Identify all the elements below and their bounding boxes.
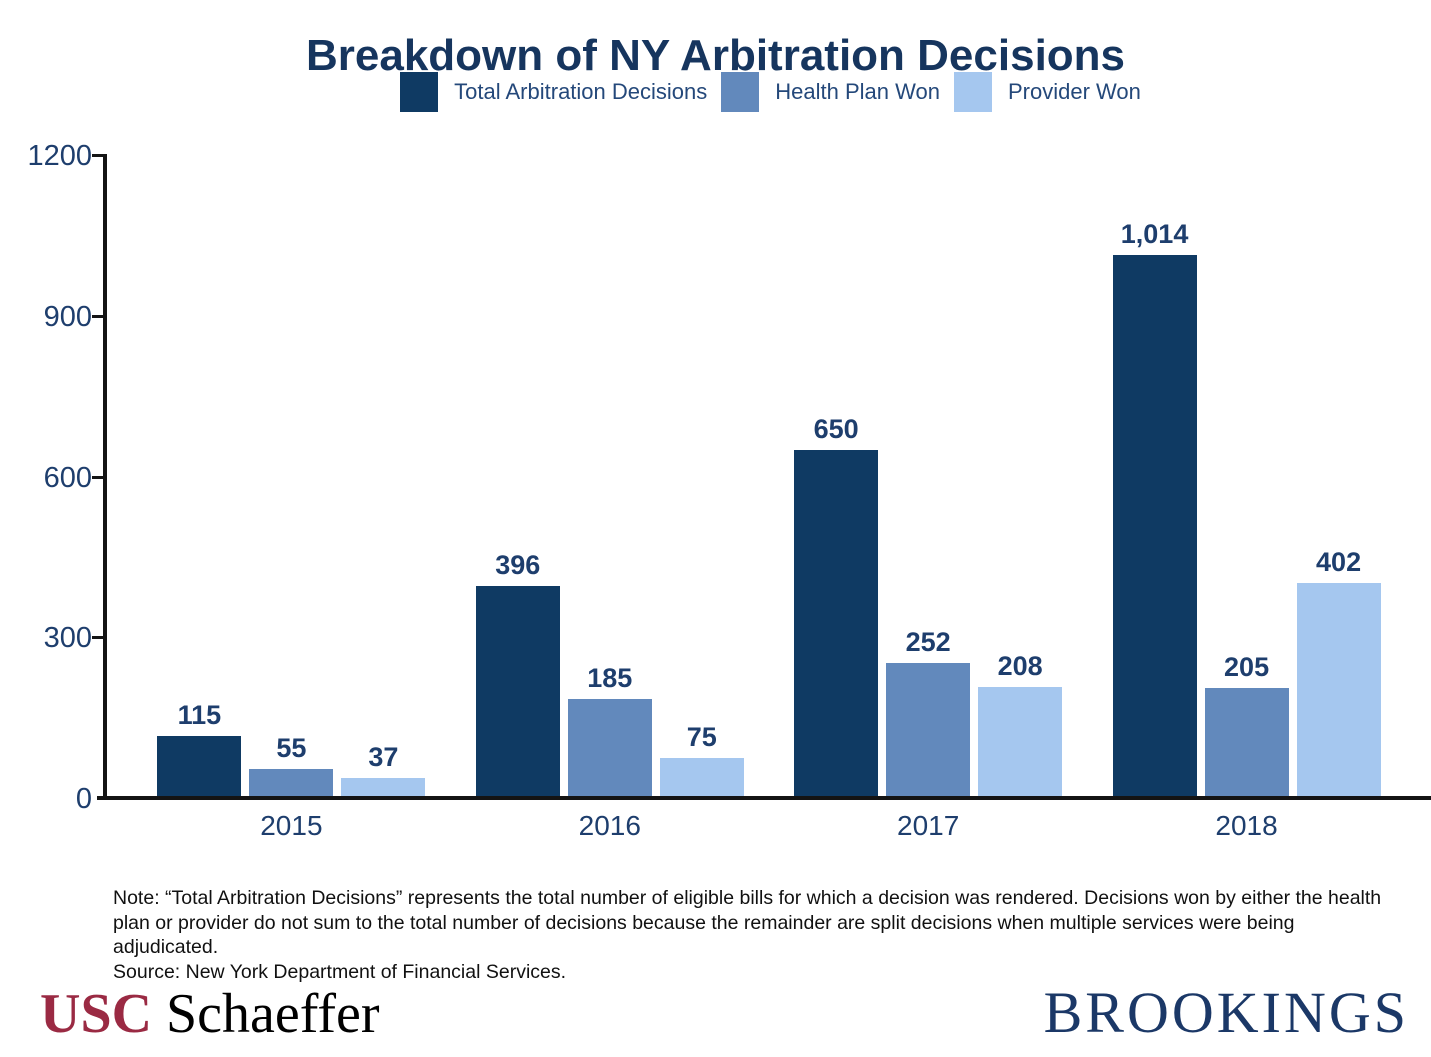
legend-label: Provider Won xyxy=(1007,79,1141,104)
usc-wordmark: USC xyxy=(40,983,153,1045)
y-tick-label: 900 xyxy=(43,300,92,333)
bar-value-label: 55 xyxy=(276,732,307,763)
bar-group: 1,014 205 402 2018 xyxy=(1112,155,1381,841)
y-tick-mark xyxy=(92,475,107,479)
bar-group: 396 185 75 2016 xyxy=(475,155,744,841)
bar-value-label: 650 xyxy=(813,413,859,444)
schaeffer-wordmark: Schaeffer xyxy=(166,983,380,1045)
bar: 208 xyxy=(978,651,1063,798)
bar: 37 xyxy=(341,742,426,798)
bar: 650 xyxy=(794,414,879,798)
bar: 1,014 xyxy=(1112,219,1197,798)
y-tick-mark xyxy=(92,636,107,640)
y-tick-label: 300 xyxy=(43,622,92,655)
logo-space xyxy=(152,983,166,1045)
bar-value-label: 208 xyxy=(997,650,1043,681)
note-block: Note: “Total Arbitration Decisions” repr… xyxy=(113,886,1385,984)
bar-value-label: 252 xyxy=(905,626,951,657)
bar: 396 xyxy=(475,550,560,798)
legend-swatch xyxy=(953,72,992,112)
bar: 185 xyxy=(567,663,652,798)
bar-group: 650 252 208 2017 xyxy=(794,155,1063,841)
y-tick-label: 600 xyxy=(43,461,92,494)
bar: 402 xyxy=(1296,547,1381,798)
source-text: Source: New York Department of Financial… xyxy=(113,960,567,983)
plot: 115 55 37 2015 396 185 75 2016 650 252 208 2017 1,01… xyxy=(107,155,1431,841)
note-text: Note: “Total Arbitration Decisions” repr… xyxy=(113,887,1382,959)
brookings-logo: BROOKINGS xyxy=(1043,980,1409,1045)
bar: 75 xyxy=(659,722,744,798)
bar-chart: 115 55 37 2015 396 185 75 2016 650 252 208 2017 1,01… xyxy=(0,140,1431,841)
legend-swatch xyxy=(721,72,760,112)
bar: 115 xyxy=(157,700,242,798)
legend-label: Health Plan Won xyxy=(775,79,940,104)
legend-item: Total Arbitration Decisions xyxy=(400,72,707,112)
usc-schaeffer-logo: USC Schaeffer xyxy=(40,986,380,1042)
bar-value-label: 402 xyxy=(1316,546,1362,577)
bar-group: 115 55 37 2015 xyxy=(157,155,426,841)
bar-value-label: 205 xyxy=(1224,652,1270,683)
y-tick-mark xyxy=(92,154,107,157)
bar-value-label: 75 xyxy=(686,721,717,752)
bar-value-label: 1,014 xyxy=(1120,218,1189,249)
bar-value-label: 396 xyxy=(495,549,541,580)
y-tick-label: 0 xyxy=(75,783,92,815)
legend-label: Total Arbitration Decisions xyxy=(454,79,708,104)
y-tick-label: 1200 xyxy=(27,140,92,172)
y-tick-mark xyxy=(92,314,107,318)
legend: Total Arbitration Decisions Health Plan W… xyxy=(110,72,1431,112)
x-axis-label: 2016 xyxy=(578,810,641,841)
bar: 252 xyxy=(886,627,971,798)
bar: 55 xyxy=(249,733,334,798)
x-axis-label: 2015 xyxy=(260,810,323,841)
legend-item: Provider Won xyxy=(953,72,1141,112)
bar-value-label: 115 xyxy=(177,700,222,731)
x-axis-line xyxy=(97,796,1431,800)
bar: 205 xyxy=(1204,652,1289,798)
bar-value-label: 185 xyxy=(587,662,633,693)
x-axis-label: 2018 xyxy=(1215,810,1278,841)
bar-value-label: 37 xyxy=(368,742,399,773)
legend-swatch xyxy=(400,72,439,112)
legend-item: Health Plan Won xyxy=(721,72,940,112)
x-axis-label: 2017 xyxy=(897,810,960,841)
